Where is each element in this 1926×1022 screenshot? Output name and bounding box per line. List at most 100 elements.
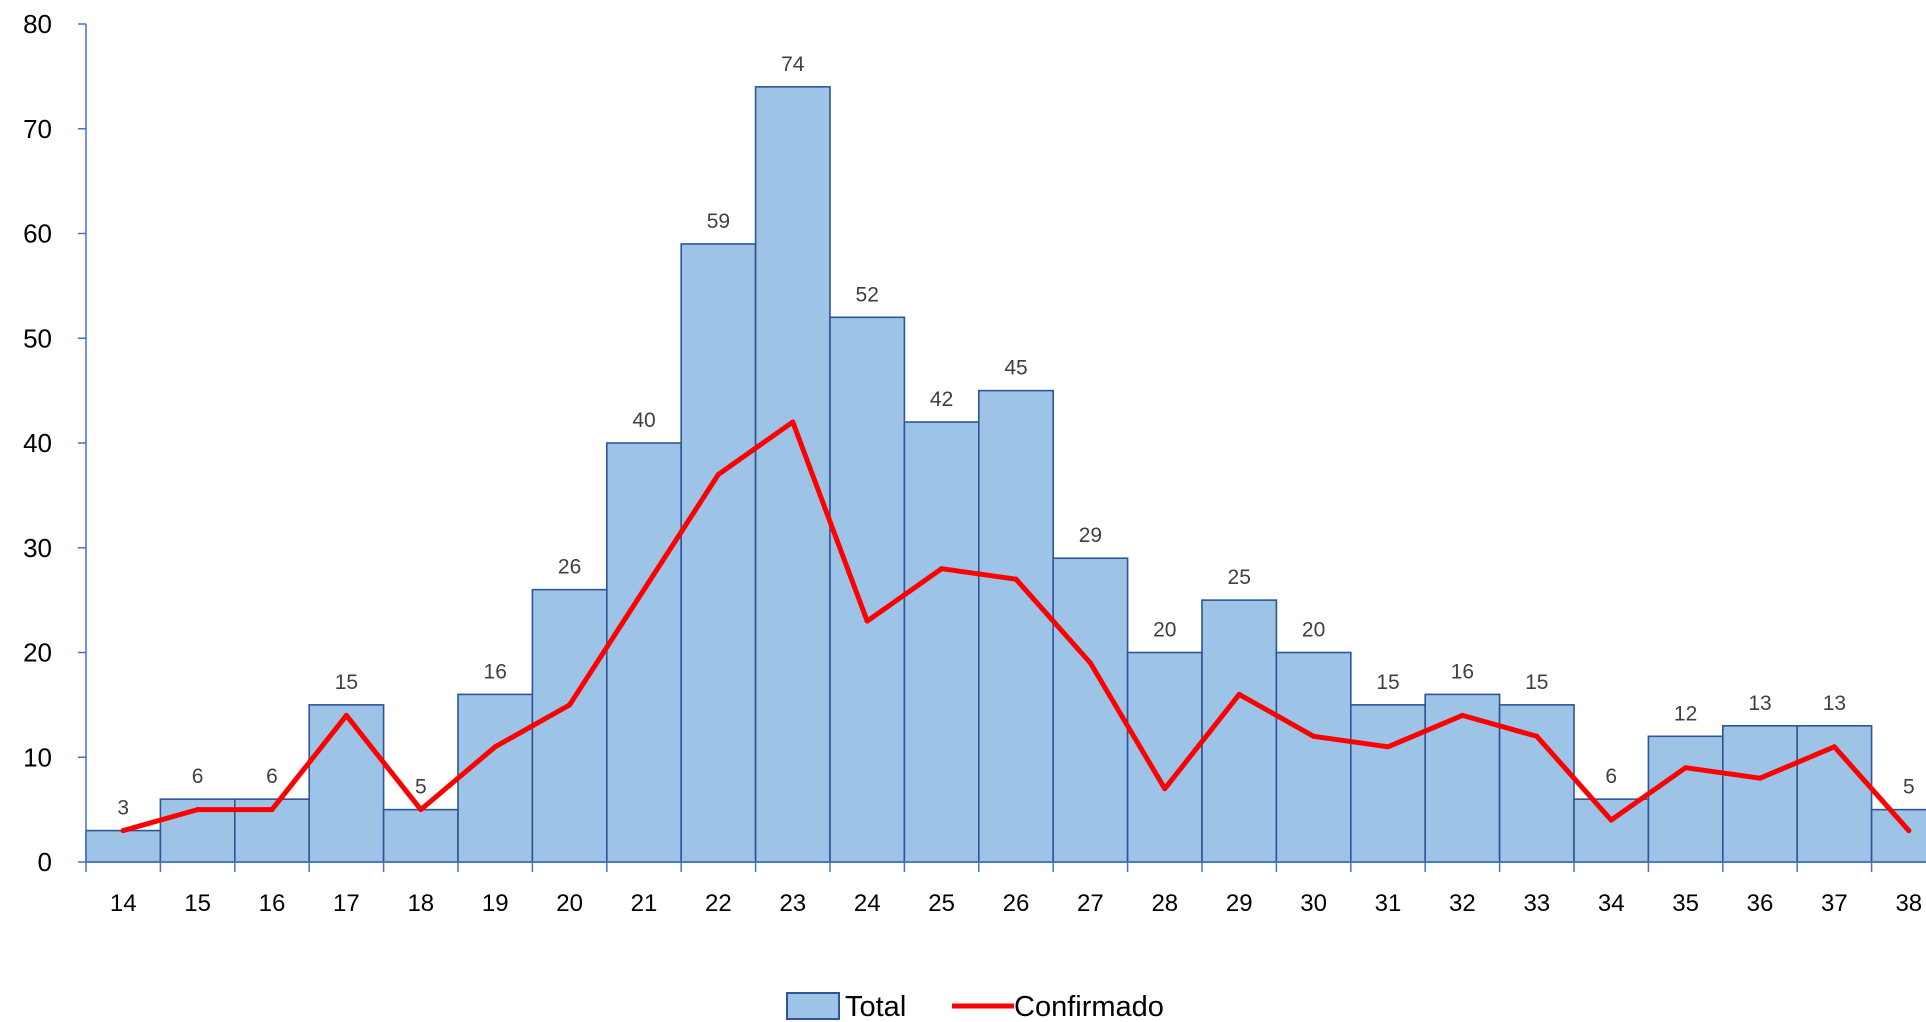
confirmado-point-30: [1311, 733, 1317, 739]
bar-34: [1573, 798, 1650, 863]
axis-layer: 0 10 20 30 40 50 60 70 80 14 15 16 17 18 19 20 21 22 23 24 2…: [23, 9, 1926, 917]
labels-layer: 3 6 6 15 5 16 26 40 59 74 52 42 45 29 20 25 20 15 16 15 6 12 1…: [117, 53, 1914, 820]
y-tick-label-50: 50: [23, 323, 52, 353]
confirmado-point-38: [1906, 828, 1912, 834]
x-tick-label-31: 31: [1375, 890, 1402, 917]
x-tick-label-28: 28: [1151, 890, 1178, 917]
legend-label-confirmado: Confirmado: [1014, 991, 1164, 1022]
data-label-16: 6: [266, 765, 278, 788]
x-tick-label-33: 33: [1523, 890, 1550, 917]
data-label-29: 25: [1228, 566, 1251, 589]
confirmado-point-32: [1459, 712, 1465, 718]
confirmado-point-27: [1087, 660, 1093, 666]
data-label-31: 15: [1376, 671, 1399, 694]
y-tick-label-80: 80: [23, 9, 52, 39]
y-tick-label-0: 0: [38, 847, 52, 877]
x-tick-label-18: 18: [407, 890, 434, 917]
x-tick-label-26: 26: [1003, 890, 1030, 917]
bar-26: [977, 389, 1054, 863]
data-label-24: 52: [856, 283, 879, 306]
confirmado-point-16: [269, 807, 275, 813]
data-label-21: 40: [632, 409, 655, 432]
x-tick-label-19: 19: [482, 890, 509, 917]
confirmado-point-22: [715, 471, 721, 477]
legend: Total Confirmado: [786, 991, 1164, 1022]
data-label-27: 29: [1079, 524, 1102, 547]
x-tick-label-36: 36: [1747, 890, 1774, 917]
data-label-30: 20: [1302, 619, 1325, 642]
bar-27: [1052, 557, 1129, 863]
x-tick-label-37: 37: [1821, 890, 1848, 917]
confirmado-point-35: [1683, 765, 1689, 771]
x-tick-label-27: 27: [1077, 890, 1104, 917]
x-tick-label-35: 35: [1672, 890, 1699, 917]
confirmado-point-18: [418, 807, 424, 813]
bar-25: [903, 421, 980, 863]
data-label-15: 6: [192, 765, 204, 788]
confirmado-point-33: [1534, 733, 1540, 739]
confirmado-point-15: [195, 807, 201, 813]
y-tick-label-60: 60: [23, 219, 52, 249]
x-tick-label-14: 14: [110, 890, 137, 917]
bar-21: [605, 442, 682, 863]
x-tick-label-24: 24: [854, 890, 881, 917]
confirmado-point-23: [790, 419, 796, 425]
data-label-26: 45: [1004, 357, 1027, 380]
data-label-17: 15: [335, 671, 358, 694]
confirmado-point-24: [864, 618, 870, 624]
y-tick-label-20: 20: [23, 638, 52, 668]
confirmado-point-36: [1757, 775, 1763, 781]
bar-20: [531, 588, 608, 863]
x-tick-label-22: 22: [705, 890, 732, 917]
bar-14: [85, 829, 162, 863]
data-label-23: 74: [781, 53, 805, 76]
bar-23: [754, 86, 831, 863]
x-tick-label-15: 15: [184, 890, 211, 917]
y-tick-label-40: 40: [23, 428, 52, 458]
confirmado-point-31: [1385, 744, 1391, 750]
bar-24: [829, 316, 906, 863]
x-tick-label-29: 29: [1226, 890, 1253, 917]
bar-19: [457, 693, 534, 863]
data-label-14: 3: [117, 797, 129, 820]
confirmado-point-26: [1013, 576, 1019, 582]
bar-29: [1201, 599, 1278, 863]
data-label-25: 42: [930, 388, 953, 411]
data-label-22: 59: [707, 210, 730, 233]
confirmado-point-21: [641, 587, 647, 593]
data-label-36: 13: [1748, 692, 1771, 715]
confirmado-point-25: [939, 566, 945, 572]
line-layer: [120, 419, 1912, 834]
x-tick-label-38: 38: [1895, 890, 1922, 917]
x-tick-label-30: 30: [1300, 890, 1327, 917]
x-tick-label-17: 17: [333, 890, 360, 917]
bar-36: [1722, 725, 1799, 863]
bar-17: [308, 704, 385, 863]
data-label-33: 15: [1525, 671, 1548, 694]
confirmado-point-17: [343, 712, 349, 718]
x-tick-label-21: 21: [631, 890, 658, 917]
x-tick-label-32: 32: [1449, 890, 1476, 917]
confirmado-point-20: [567, 702, 573, 708]
data-label-19: 16: [484, 660, 507, 683]
bar-18: [382, 808, 459, 863]
data-label-28: 20: [1153, 619, 1176, 642]
y-tick-label-10: 10: [23, 742, 52, 772]
data-label-35: 12: [1674, 702, 1697, 725]
x-tick-label-25: 25: [928, 890, 955, 917]
bar-35: [1647, 735, 1724, 863]
bar-32: [1424, 693, 1501, 863]
bar-30: [1275, 651, 1352, 863]
data-label-32: 16: [1451, 660, 1474, 683]
x-tick-label-23: 23: [779, 890, 806, 917]
confirmado-point-34: [1608, 817, 1614, 823]
data-label-20: 26: [558, 556, 581, 579]
data-label-38: 5: [1903, 776, 1915, 799]
y-tick-label-70: 70: [23, 114, 52, 144]
x-tick-label-16: 16: [259, 890, 286, 917]
confirmado-point-19: [492, 744, 498, 750]
legend-label-total: Total: [845, 991, 906, 1022]
data-label-37: 13: [1823, 692, 1846, 715]
bars-layer: [85, 86, 1926, 863]
